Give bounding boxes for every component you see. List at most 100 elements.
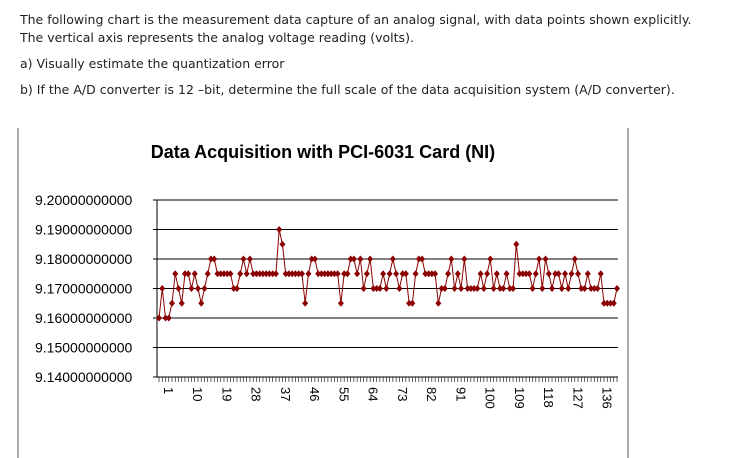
data-point	[315, 270, 322, 278]
data-point	[276, 226, 283, 233]
data-point	[402, 270, 409, 278]
data-point	[597, 270, 604, 278]
data-point	[435, 299, 442, 307]
data-point	[246, 255, 253, 263]
data-point	[334, 270, 341, 278]
data-point	[178, 299, 185, 307]
data-point	[217, 270, 224, 278]
data-point	[461, 255, 468, 263]
data-point	[552, 270, 559, 278]
data-point	[350, 255, 357, 263]
x-tick-label: 64	[366, 387, 381, 401]
data-point	[448, 255, 455, 263]
data-point	[185, 270, 192, 278]
data-point	[253, 270, 260, 278]
data-point	[311, 255, 318, 263]
data-point	[562, 270, 569, 278]
data-point	[331, 270, 338, 278]
data-point	[601, 299, 608, 307]
x-tick-label: 136	[600, 387, 615, 409]
data-point	[487, 255, 494, 263]
data-point	[266, 270, 273, 278]
data-point	[237, 270, 244, 278]
question-part: a) Visually estimate the quantization er…	[20, 56, 285, 71]
data-point	[425, 270, 432, 278]
data-point	[614, 285, 620, 292]
data-point	[243, 270, 250, 278]
data-point	[549, 285, 556, 292]
data-point	[558, 285, 565, 292]
intro-line: The following chart is the measurement d…	[20, 12, 692, 27]
data-point	[204, 270, 211, 278]
data-point	[445, 270, 452, 278]
data-point	[168, 299, 175, 307]
data-point	[298, 270, 305, 278]
data-point	[474, 285, 481, 292]
data-point	[285, 270, 292, 278]
data-point	[357, 255, 364, 263]
data-point	[370, 285, 377, 292]
data-point	[438, 285, 445, 292]
data-point	[432, 270, 439, 278]
data-point	[162, 314, 169, 322]
data-point	[360, 285, 367, 292]
data-point	[230, 285, 237, 292]
data-point	[480, 285, 487, 292]
data-point	[201, 285, 208, 292]
data-point	[194, 285, 201, 292]
y-tick-label: 9.14000000000	[35, 369, 133, 385]
data-point	[318, 270, 325, 278]
y-tick-label: 9.15000000000	[35, 340, 133, 356]
data-point	[581, 285, 588, 292]
data-point	[396, 285, 403, 292]
data-point	[292, 270, 299, 278]
data-point	[279, 240, 286, 248]
data-point	[302, 299, 309, 307]
data-point	[464, 285, 471, 292]
x-tick-label: 118	[541, 387, 556, 408]
intro-line: The vertical axis represents the analog …	[20, 30, 414, 45]
x-tick-label: 127	[570, 387, 585, 409]
data-point	[172, 270, 179, 278]
data-point	[568, 270, 575, 278]
data-point	[198, 299, 205, 307]
data-point	[282, 270, 289, 278]
data-point	[497, 285, 504, 292]
data-point	[347, 255, 354, 263]
data-point	[188, 285, 195, 292]
data-point	[367, 255, 374, 263]
data-point	[406, 299, 413, 307]
data-point	[565, 285, 572, 292]
data-point	[272, 270, 279, 278]
data-point	[224, 270, 231, 278]
data-point	[604, 299, 611, 307]
data-point	[471, 285, 478, 292]
x-tick-label: 19	[219, 387, 234, 401]
data-point	[422, 270, 429, 278]
data-point	[419, 255, 426, 263]
x-tick-label: 10	[190, 387, 205, 401]
data-point	[269, 270, 276, 278]
x-tick-label: 73	[395, 387, 410, 401]
data-point	[321, 270, 328, 278]
data-point	[506, 285, 513, 292]
y-tick-label: 9.19000000000	[35, 222, 133, 238]
data-point	[588, 285, 595, 292]
data-point	[519, 270, 526, 278]
data-point	[289, 270, 296, 278]
data-point	[399, 270, 406, 278]
x-tick-label: 28	[249, 387, 264, 401]
data-point	[207, 255, 214, 263]
data-point	[256, 270, 263, 278]
data-point	[428, 270, 435, 278]
data-point	[373, 285, 380, 292]
data-point	[181, 270, 188, 278]
x-tick-label: 91	[453, 387, 468, 401]
data-point	[571, 255, 578, 263]
data-point	[477, 270, 484, 278]
data-point	[191, 270, 198, 278]
data-point	[500, 285, 507, 292]
data-point	[337, 299, 344, 307]
y-tick-label: 9.18000000000	[35, 251, 133, 267]
